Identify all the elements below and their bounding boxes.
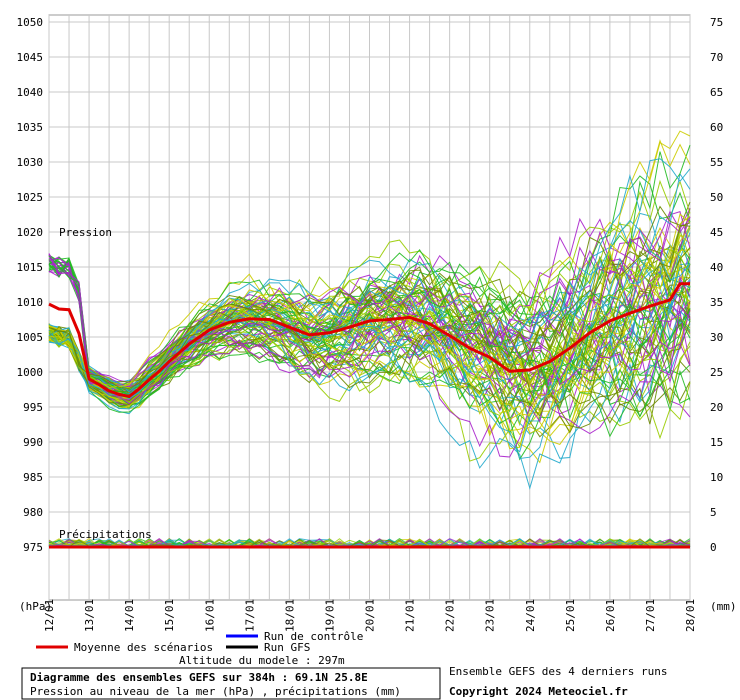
- ensemble-member-line: [48, 247, 691, 415]
- date-tick-label: 18/01: [283, 599, 296, 632]
- pressure-tick-label: 1000: [17, 366, 44, 379]
- precip-tick-label: 10: [710, 471, 723, 484]
- date-tick-label: 17/01: [243, 599, 256, 632]
- date-tick-label: 25/01: [564, 599, 577, 632]
- pressure-tick-label: 990: [23, 436, 43, 449]
- date-tick-label: 12/01: [43, 599, 56, 632]
- mean-series: [48, 282, 690, 549]
- pressure-tick-label: 1045: [17, 51, 44, 64]
- ensemble-member-line: [48, 292, 691, 398]
- pressure-tick-label: 1020: [17, 226, 44, 239]
- ensemble-member-line: [48, 255, 691, 396]
- chart-title: Diagramme des ensembles GEFS sur 384h : …: [30, 671, 368, 684]
- chart-subtitle: Pression au niveau de la mer (hPa) , pré…: [30, 685, 401, 698]
- pressure-tick-label: 1005: [17, 331, 44, 344]
- mean-pressure-line: [48, 282, 690, 399]
- date-tick-label: 14/01: [123, 599, 136, 632]
- precip-tick-label: 35: [710, 296, 723, 309]
- ensemble-member-line: [48, 276, 691, 438]
- pressure-tick-label: 1040: [17, 86, 44, 99]
- copyright: Copyright 2024 Meteociel.fr: [449, 685, 628, 698]
- precip-tick-label: 70: [710, 51, 723, 64]
- date-tick-label: 20/01: [364, 599, 377, 632]
- precip-tick-label: 0: [710, 541, 717, 554]
- precip-tick-label: 45: [710, 226, 723, 239]
- legend-mean-label: Moyenne des scénarios: [74, 641, 213, 654]
- precip-tick-label: 20: [710, 401, 723, 414]
- ensemble-member-line: [48, 205, 691, 390]
- precip-tick-label: 40: [710, 261, 723, 274]
- legend-control-label: Run de contrôle: [264, 630, 363, 643]
- date-tick-label: 27/01: [644, 599, 657, 632]
- precip-tick-label: 55: [710, 156, 723, 169]
- date-tick-label: 24/01: [524, 599, 537, 632]
- left-unit: (hPa): [19, 600, 52, 613]
- ensemble-member-line: [48, 248, 691, 403]
- pressure-tick-label: 995: [23, 401, 43, 414]
- ensemble-member-line: [48, 253, 691, 389]
- pressure-tick-label: 1030: [17, 156, 44, 169]
- ensemble-member-line: [48, 265, 691, 435]
- legend-gfs-label: Run GFS: [264, 641, 310, 654]
- ensemble-member-line: [48, 253, 691, 405]
- date-tick-label: 16/01: [203, 599, 216, 632]
- pressure-tick-label: 1050: [17, 16, 44, 29]
- date-tick-label: 28/01: [684, 599, 697, 632]
- precip-tick-label: 30: [710, 331, 723, 344]
- pressure-tick-label: 975: [23, 541, 43, 554]
- pressure-tick-label: 1025: [17, 191, 44, 204]
- date-tick-label: 22/01: [444, 599, 457, 632]
- precip-tick-label: 75: [710, 16, 723, 29]
- date-tick-label: 21/01: [404, 599, 417, 632]
- model-altitude: Altitude du modele : 297m: [179, 654, 345, 667]
- precip-tick-label: 50: [710, 191, 723, 204]
- date-tick-label: 13/01: [83, 599, 96, 632]
- precip-tick-label: 5: [710, 506, 717, 519]
- title-box: [21, 667, 441, 700]
- pressure-tick-label: 980: [23, 506, 43, 519]
- ensemble-member-line: [48, 223, 691, 396]
- pressure-tick-label: 1010: [17, 296, 44, 309]
- ensemble-member-line: [48, 247, 691, 393]
- tick-labels: 9759809859909951000100510101015102010251…: [17, 16, 724, 632]
- ensemble-member-line: [49, 266, 691, 438]
- precip-tick-label: 25: [710, 366, 723, 379]
- precip-label: Précipitations: [59, 528, 152, 541]
- pressure-tick-label: 985: [23, 471, 43, 484]
- date-tick-label: 19/01: [323, 599, 336, 632]
- ensemble-member-line: [48, 158, 691, 469]
- pressure-tick-label: 1015: [17, 261, 44, 274]
- ensemble-member-line: [48, 282, 691, 416]
- ensemble-member-line: [48, 217, 691, 384]
- precip-tick-label: 15: [710, 436, 723, 449]
- pressure-tick-label: 1035: [17, 121, 44, 134]
- date-tick-label: 26/01: [604, 599, 617, 632]
- precip-tick-label: 65: [710, 86, 723, 99]
- date-tick-label: 23/01: [484, 599, 497, 632]
- pressure-label: Pression: [59, 226, 112, 239]
- precip-tick-label: 60: [710, 121, 723, 134]
- ensemble-member-line: [48, 236, 691, 384]
- ensemble-member-line: [48, 139, 691, 421]
- ensemble-description: Ensemble GEFS des 4 derniers runs: [449, 665, 668, 678]
- ensemble-member-line: [48, 144, 691, 421]
- ensemble-member-line: [48, 262, 691, 388]
- date-tick-label: 15/01: [163, 599, 176, 632]
- ensemble-member-line: [48, 256, 691, 397]
- ensemble-member-line: [48, 222, 691, 417]
- right-unit: (mm): [710, 600, 737, 613]
